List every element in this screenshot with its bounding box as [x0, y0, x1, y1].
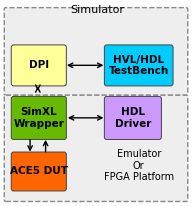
FancyBboxPatch shape	[11, 152, 66, 191]
Text: Simulator: Simulator	[70, 5, 124, 15]
FancyBboxPatch shape	[11, 96, 66, 139]
FancyBboxPatch shape	[4, 8, 188, 95]
FancyBboxPatch shape	[104, 96, 161, 139]
FancyBboxPatch shape	[104, 45, 173, 86]
Text: DPI: DPI	[29, 60, 49, 70]
FancyBboxPatch shape	[11, 45, 66, 86]
Text: HVL/HDL
TestBench: HVL/HDL TestBench	[109, 55, 169, 76]
Text: Emulator
Or
FPGA Platform: Emulator Or FPGA Platform	[104, 149, 174, 183]
Text: SimXL
Wrapper: SimXL Wrapper	[13, 107, 64, 129]
Text: ACE5 DUT: ACE5 DUT	[10, 166, 68, 177]
Text: HDL
Driver: HDL Driver	[115, 107, 151, 129]
FancyBboxPatch shape	[4, 95, 188, 201]
